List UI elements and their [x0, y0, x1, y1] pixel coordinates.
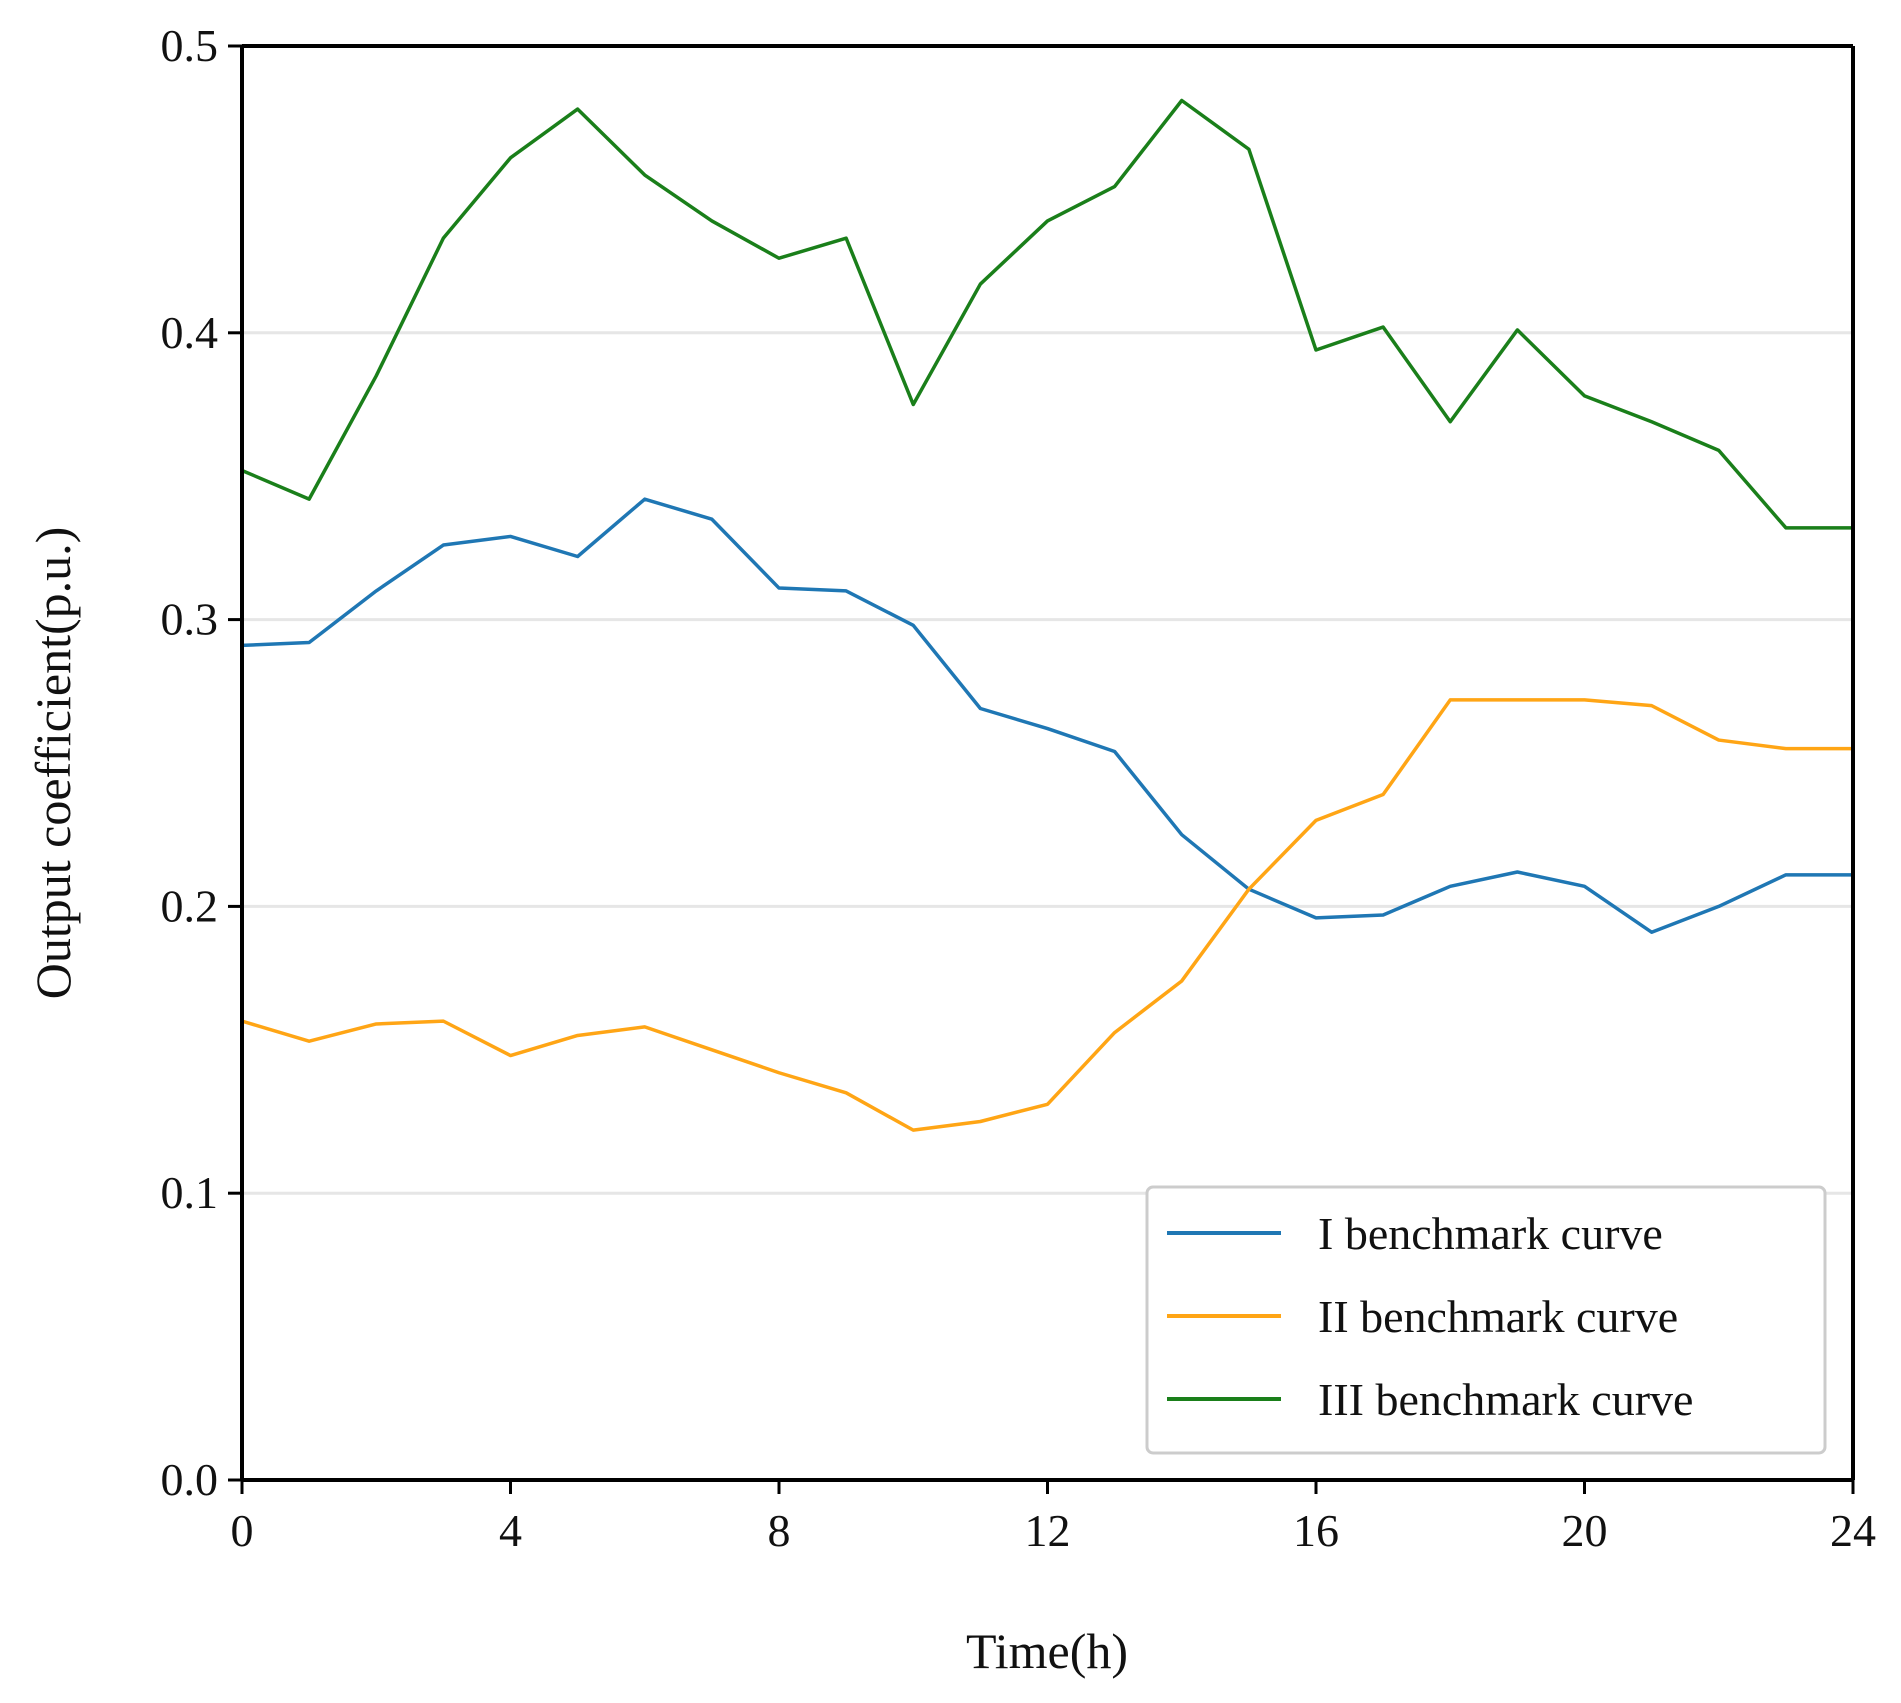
legend-label-ii: II benchmark curve	[1318, 1291, 1678, 1342]
y-tick-label: 0.3	[161, 594, 219, 645]
series-layer	[241, 98, 1853, 1132]
y-axis-label: Output coefficient(p.u.)	[25, 527, 81, 1000]
grid-layer	[242, 331, 1853, 1195]
series-iii-line	[241, 98, 1853, 530]
y-tick-label: 0.0	[161, 1454, 219, 1505]
legend-box	[1145, 1185, 1827, 1455]
y-tick-label: 0.2	[161, 880, 219, 931]
x-tick-label: 16	[1293, 1505, 1339, 1556]
ticks-layer: 0.0 0.1 0.2 0.3 0.4 0.5 0 4 8 12 16 20 24	[161, 20, 1877, 1556]
series-i-line	[241, 497, 1853, 934]
x-tick-label: 20	[1562, 1505, 1608, 1556]
y-tick-label: 0.4	[161, 307, 219, 358]
x-tick-label: 24	[1830, 1505, 1876, 1556]
legend-label-i: I benchmark curve	[1318, 1208, 1663, 1259]
legend-label-iii: III benchmark curve	[1318, 1374, 1693, 1425]
y-tick-label: 0.1	[161, 1167, 219, 1218]
x-tick-label: 8	[768, 1505, 791, 1556]
x-tick-label: 0	[231, 1505, 254, 1556]
y-tick-label: 0.5	[161, 20, 219, 71]
x-axis-label: Time(h)	[966, 1623, 1128, 1679]
x-tick-label: 4	[499, 1505, 522, 1556]
series-ii-line	[241, 698, 1853, 1132]
legend: I benchmark curve II benchmark curve III…	[1145, 1185, 1827, 1455]
x-tick-label: 12	[1025, 1505, 1071, 1556]
